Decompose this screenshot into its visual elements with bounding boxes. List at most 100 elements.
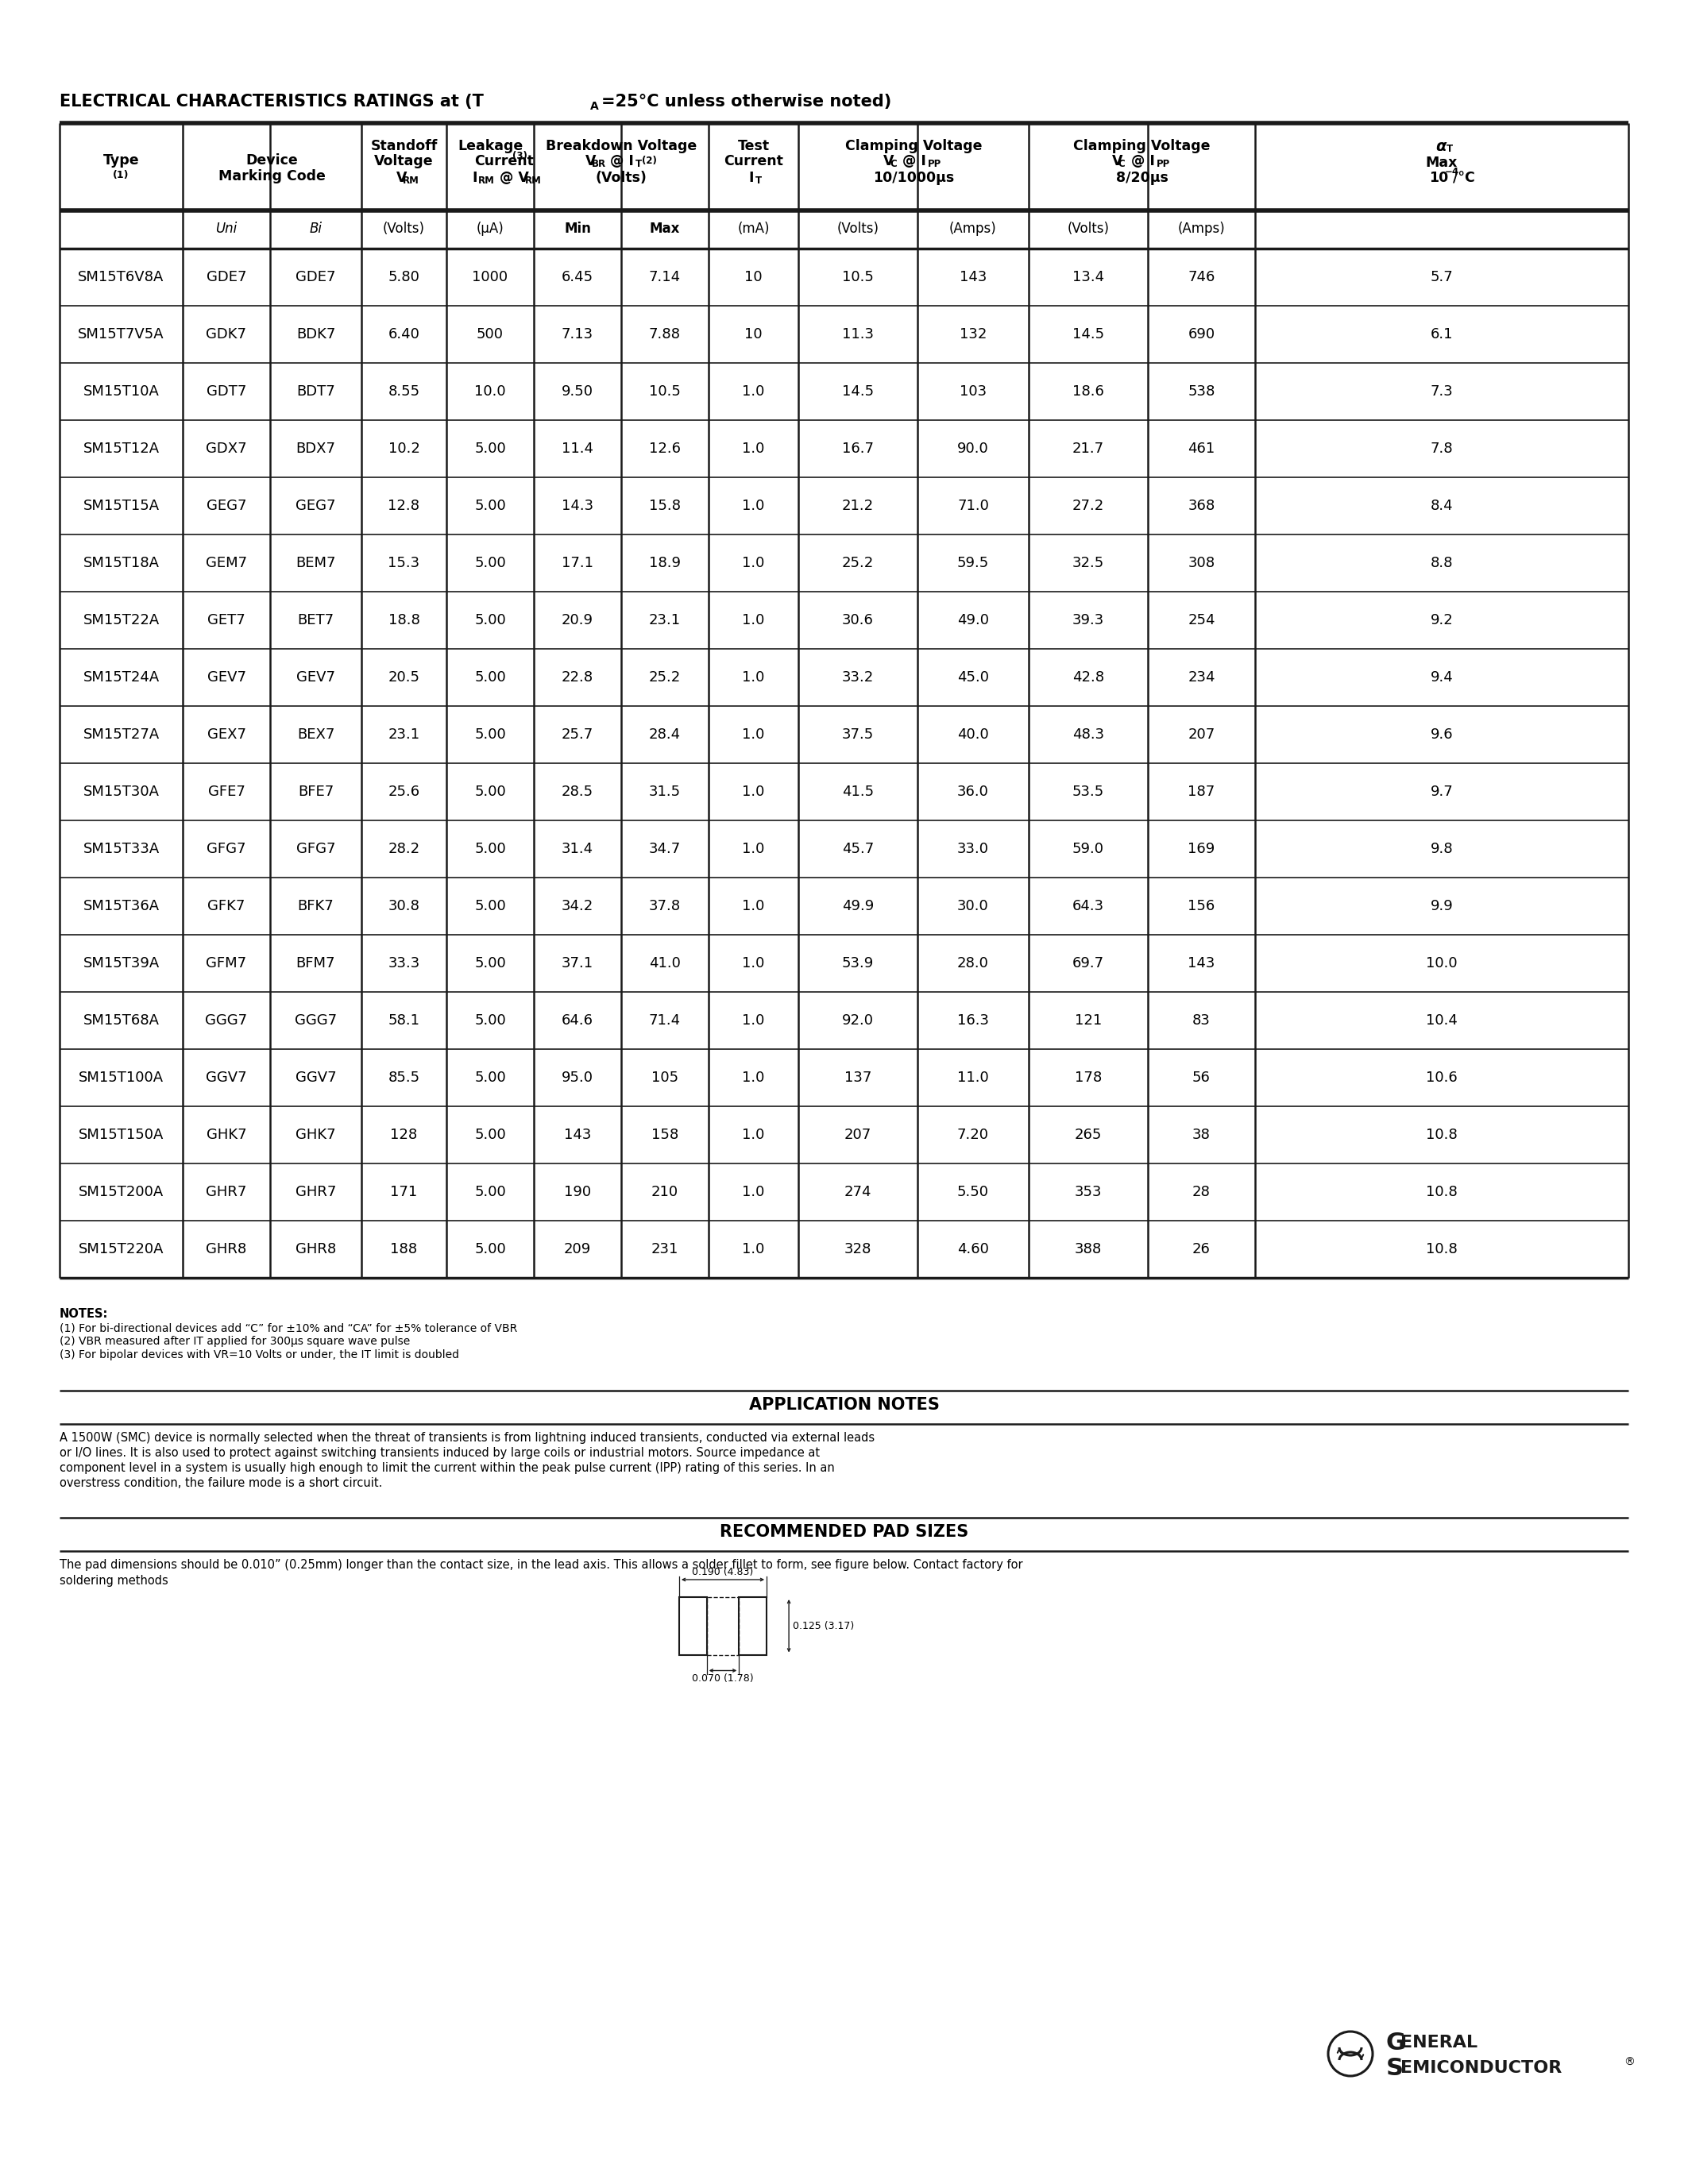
Text: 18.9: 18.9 (648, 557, 680, 570)
Text: GDK7: GDK7 (206, 328, 246, 341)
Text: PP: PP (1156, 159, 1170, 168)
Text: 10.4: 10.4 (1426, 1013, 1458, 1029)
Text: BFK7: BFK7 (297, 900, 334, 913)
Text: 121: 121 (1075, 1013, 1102, 1029)
Text: 71.0: 71.0 (957, 498, 989, 513)
Text: T: T (755, 175, 761, 186)
Text: 1.0: 1.0 (743, 1070, 765, 1085)
Text: 49.0: 49.0 (957, 614, 989, 627)
Text: 207: 207 (1188, 727, 1215, 743)
Text: Standoff: Standoff (370, 140, 437, 153)
Text: GFG7: GFG7 (295, 841, 336, 856)
Text: 10: 10 (1430, 170, 1448, 186)
Text: APPLICATION NOTES: APPLICATION NOTES (749, 1398, 939, 1413)
Text: A: A (591, 100, 599, 111)
Text: 28: 28 (1192, 1186, 1210, 1199)
Text: 178: 178 (1075, 1070, 1102, 1085)
Text: Bi: Bi (309, 221, 322, 236)
Text: 143: 143 (564, 1127, 591, 1142)
Text: 10.6: 10.6 (1426, 1070, 1457, 1085)
Text: (3) For bipolar devices with VR=10 Volts or under, the IT limit is doubled: (3) For bipolar devices with VR=10 Volts… (59, 1350, 459, 1361)
Text: 538: 538 (1188, 384, 1215, 400)
Text: Current: Current (724, 155, 783, 168)
Text: 64.6: 64.6 (562, 1013, 594, 1029)
Text: (Amps): (Amps) (949, 221, 998, 236)
Text: −4: −4 (1445, 166, 1460, 177)
Text: 1.0: 1.0 (743, 498, 765, 513)
Text: GHR7: GHR7 (206, 1186, 246, 1199)
Text: C: C (1117, 159, 1124, 168)
Text: 1.0: 1.0 (743, 957, 765, 970)
Text: 7.13: 7.13 (562, 328, 594, 341)
Text: 328: 328 (844, 1243, 871, 1256)
Text: Type: Type (103, 153, 138, 168)
Text: Leakage: Leakage (457, 140, 523, 153)
Text: 5.00: 5.00 (474, 670, 506, 684)
Text: 190: 190 (564, 1186, 591, 1199)
Text: 143: 143 (959, 271, 987, 284)
Text: 5.00: 5.00 (474, 1070, 506, 1085)
Text: 30.0: 30.0 (957, 900, 989, 913)
Text: ENERAL: ENERAL (1401, 2035, 1477, 2051)
Text: 28.5: 28.5 (562, 784, 594, 799)
Text: 210: 210 (652, 1186, 679, 1199)
Text: 231: 231 (652, 1243, 679, 1256)
Text: 9.8: 9.8 (1430, 841, 1453, 856)
Text: SM15T22A: SM15T22A (83, 614, 159, 627)
Text: 10.8: 10.8 (1426, 1186, 1457, 1199)
Text: 15.3: 15.3 (388, 557, 420, 570)
Text: Max: Max (650, 221, 680, 236)
Text: 10.8: 10.8 (1426, 1127, 1457, 1142)
Text: I: I (749, 170, 755, 186)
Text: 45.0: 45.0 (957, 670, 989, 684)
Text: 7.8: 7.8 (1430, 441, 1453, 456)
Text: 5.00: 5.00 (474, 727, 506, 743)
Text: 5.7: 5.7 (1430, 271, 1453, 284)
Text: 12.8: 12.8 (388, 498, 420, 513)
Text: SM15T27A: SM15T27A (83, 727, 159, 743)
Text: GFG7: GFG7 (206, 841, 246, 856)
Text: 14.3: 14.3 (562, 498, 594, 513)
Text: (mA): (mA) (738, 221, 770, 236)
Text: 187: 187 (1188, 784, 1215, 799)
Text: SM15T7V5A: SM15T7V5A (78, 328, 164, 341)
Text: 7.3: 7.3 (1430, 384, 1453, 400)
Text: Current: Current (474, 155, 533, 168)
Text: 5.00: 5.00 (474, 557, 506, 570)
Text: 308: 308 (1188, 557, 1215, 570)
Text: I: I (473, 170, 478, 186)
Text: EMICONDUCTOR: EMICONDUCTOR (1401, 2060, 1561, 2077)
Text: 31.4: 31.4 (562, 841, 594, 856)
Text: SM15T12A: SM15T12A (83, 441, 159, 456)
Text: 1.0: 1.0 (743, 614, 765, 627)
Text: 20.9: 20.9 (562, 614, 594, 627)
Text: 30.6: 30.6 (842, 614, 874, 627)
Text: 1.0: 1.0 (743, 441, 765, 456)
Text: (2): (2) (641, 155, 657, 166)
Text: GDT7: GDT7 (206, 384, 246, 400)
Text: (μA): (μA) (476, 221, 505, 236)
Text: GEX7: GEX7 (208, 727, 246, 743)
Text: 461: 461 (1188, 441, 1215, 456)
Text: 254: 254 (1188, 614, 1215, 627)
Text: 59.0: 59.0 (1072, 841, 1104, 856)
Text: 9.2: 9.2 (1430, 614, 1453, 627)
Text: 12.6: 12.6 (648, 441, 680, 456)
Text: ELECTRICAL CHARACTERISTICS RATINGS at (T: ELECTRICAL CHARACTERISTICS RATINGS at (T (59, 94, 484, 109)
Text: 274: 274 (844, 1186, 871, 1199)
Text: (1) For bi-directional devices add “C” for ±10% and “CA” for ±5% tolerance of VB: (1) For bi-directional devices add “C” f… (59, 1321, 517, 1334)
Text: GFE7: GFE7 (208, 784, 245, 799)
Text: 158: 158 (652, 1127, 679, 1142)
Text: 128: 128 (390, 1127, 417, 1142)
Text: 5.00: 5.00 (474, 498, 506, 513)
Text: V: V (1112, 155, 1123, 168)
Text: GDE7: GDE7 (295, 271, 336, 284)
Text: Clamping Voltage: Clamping Voltage (846, 140, 982, 153)
Text: 27.2: 27.2 (1072, 498, 1104, 513)
Text: 5.00: 5.00 (474, 784, 506, 799)
Text: 1.0: 1.0 (743, 557, 765, 570)
Text: 34.7: 34.7 (648, 841, 680, 856)
Text: 10.5: 10.5 (648, 384, 680, 400)
Text: (1): (1) (113, 170, 130, 179)
Text: 38: 38 (1192, 1127, 1210, 1142)
